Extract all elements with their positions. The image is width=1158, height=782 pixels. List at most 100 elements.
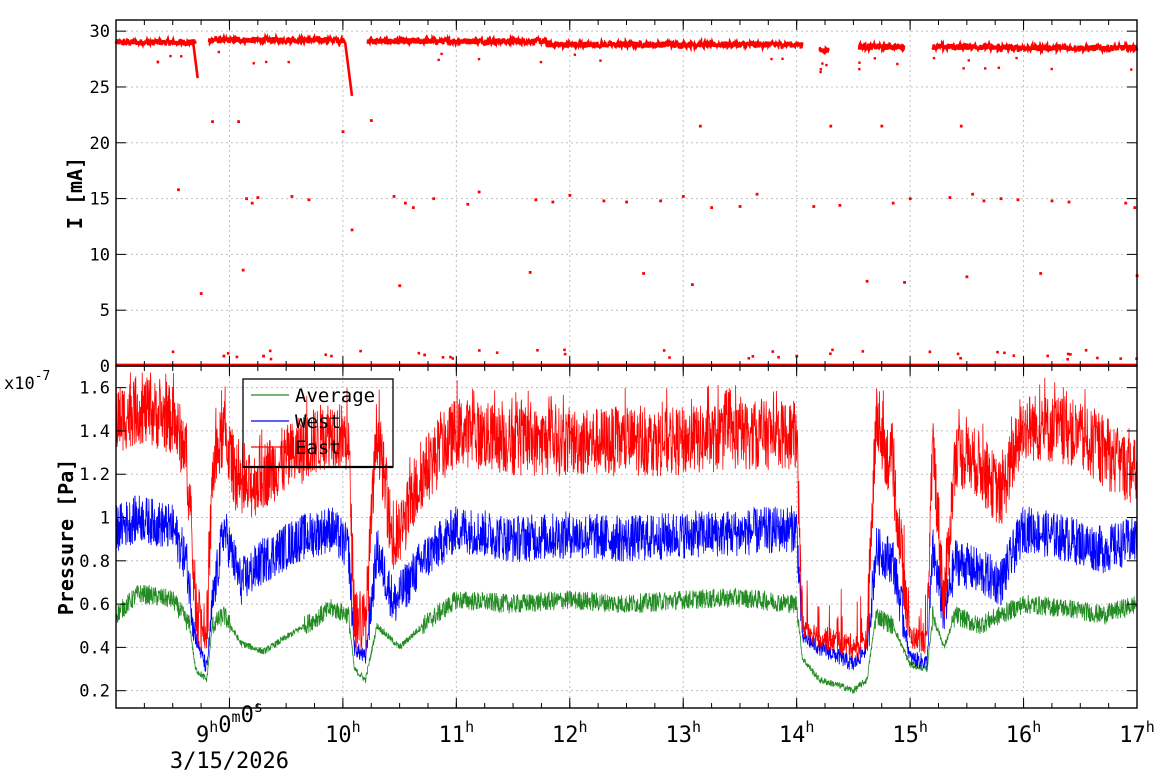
pressure-series-east [115,372,1138,660]
current-y-tick-label: 20 [90,134,110,154]
time-unit: h [579,718,588,736]
current-point [199,292,203,295]
current-point [432,197,436,201]
current-point [551,200,555,204]
current-point [269,357,273,361]
current-point [156,60,160,63]
current-segment [931,39,991,55]
current-drop [191,42,199,79]
legend-label-west: West [295,411,341,433]
current-point [771,350,775,353]
current-y-tick-label: 0 [100,357,110,377]
current-point [865,279,869,283]
current-point [747,356,751,360]
current-point [403,201,407,205]
current-point [948,196,952,199]
current-point [1012,354,1016,357]
current-point [1003,351,1006,355]
current-point [539,60,543,64]
current-y-tick-label: 15 [90,190,110,210]
current-point [350,228,354,232]
current-point [880,124,884,128]
current-point [971,192,975,196]
current-point [625,200,628,204]
time-unit: m [232,708,241,726]
current-point [829,124,833,128]
current-point [829,352,832,356]
current-point [1130,68,1133,71]
current-point [984,67,987,70]
current-point [999,197,1003,201]
current-segment [818,45,830,56]
current-point [777,355,780,359]
pressure-y-tick-label: 0.4 [79,638,110,658]
time-unit: h [352,718,361,736]
current-point [180,55,183,58]
current-point [359,349,362,353]
current-point [341,130,345,134]
time-unit: h [465,718,474,736]
current-point [1133,206,1137,210]
time-axis-label: 15h [892,718,928,748]
current-point [891,201,895,205]
current-point [698,124,702,128]
time-number: 9 [196,723,209,748]
time-unit: s [254,698,263,716]
time-number: 0 [218,713,231,738]
time-number: 13 [665,723,692,748]
current-point [495,351,499,354]
current-point [903,280,906,284]
current-point [965,275,969,279]
current-point [250,201,254,205]
time-axis-label: 12h [552,718,588,748]
current-point [1066,357,1069,361]
current-point [451,357,455,360]
time-number: 0 [241,703,254,728]
current-point [1084,348,1088,352]
current-point [659,199,663,203]
current-point [908,197,912,201]
current-point [662,349,666,352]
current-point [466,202,470,206]
current-point [211,120,214,124]
time-unit: h [1146,718,1155,736]
pressure-y-tick-label: 0.6 [79,595,110,615]
current-point [568,193,572,197]
pressure-line-average [115,584,1138,695]
current-point [858,61,861,64]
current-point [398,284,402,288]
current-point [423,353,427,357]
time-number: 10 [325,723,352,748]
current-point [256,196,260,199]
current-point [573,53,577,56]
current-point [217,50,221,54]
current-point [563,352,567,356]
current-point [956,352,960,356]
current-point [819,68,822,71]
current-point [861,350,865,353]
time-axis-label: 17h [1119,718,1155,748]
pressure-y-tick-label: 1.4 [79,422,110,442]
current-point [602,199,606,203]
current-point [226,352,230,355]
current-point [928,350,932,354]
current-point [477,190,481,194]
current-point [812,205,816,208]
time-unit: h [692,718,701,736]
current-point [819,70,822,74]
current-point [264,60,268,64]
current-point [962,67,965,70]
current-point [245,197,248,201]
time-number: 11 [439,723,466,748]
current-point [235,355,239,359]
pressure-y-axis-title: Pressure [Pa] [54,459,78,616]
current-point [1069,353,1072,356]
current-point [287,60,290,64]
time-axis-label: 14h [779,718,815,748]
pressure-scale-factor: x10-7 [4,369,50,394]
current-point [751,355,755,358]
current-point [440,52,443,56]
time-axis-label: 11h [439,718,475,748]
current-point [252,62,255,65]
current-segment [857,39,906,55]
